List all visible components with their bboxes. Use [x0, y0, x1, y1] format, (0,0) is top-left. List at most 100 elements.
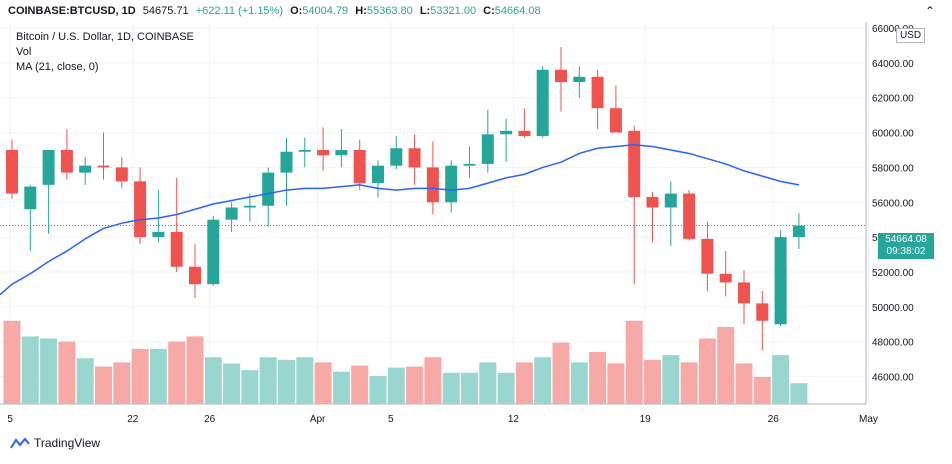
- volume-bar: [58, 341, 76, 404]
- low-value: 53321.00: [430, 5, 477, 17]
- candle-body: [408, 148, 421, 168]
- volume-bar: [644, 359, 661, 404]
- chevron-up-icon[interactable]: ⌃: [925, 4, 936, 18]
- volume-bar: [461, 372, 478, 404]
- volume-bar: [497, 372, 515, 404]
- candle-body: [225, 207, 238, 220]
- candle-body: [756, 303, 769, 321]
- volume-bar: [717, 327, 735, 404]
- candle-body: [481, 134, 494, 164]
- x-tick-label: Apr: [310, 414, 326, 425]
- volume-bar: [607, 363, 625, 404]
- badge-countdown: 09:38:02: [886, 246, 926, 257]
- badge-price: 54664.08: [885, 234, 927, 245]
- candle-body: [353, 149, 366, 184]
- y-tick-label: 62000.00: [872, 94, 914, 105]
- volume-bar: [534, 357, 552, 404]
- close-label: C:: [483, 5, 495, 17]
- volume-bar: [790, 383, 808, 404]
- last-price-badge: 54664.08 09:38:02: [878, 233, 934, 259]
- candle-body: [683, 193, 696, 239]
- volume-bar: [552, 342, 570, 404]
- volume-bar: [351, 365, 369, 404]
- candle-body: [463, 163, 476, 166]
- volume-bar: [21, 336, 39, 404]
- candle-body: [609, 108, 622, 133]
- candle-body: [60, 149, 73, 173]
- volume-bar: [442, 372, 460, 404]
- y-tick-label: 58000.00: [872, 163, 914, 174]
- candle-body: [243, 205, 256, 208]
- volume-bar: [314, 362, 332, 404]
- volume-bar: [735, 363, 753, 404]
- volume-bar: [387, 367, 405, 404]
- y-tick-label: 66000.00: [872, 24, 914, 35]
- footer: TradingView: [10, 436, 100, 450]
- candle-body: [536, 69, 549, 137]
- volume-bar: [149, 348, 167, 404]
- candle-body: [79, 165, 92, 173]
- candle-body: [664, 193, 677, 208]
- volume-bar: [369, 375, 387, 404]
- x-tick-label: 5: [388, 414, 394, 425]
- moving-average-line: [0, 143, 800, 296]
- high-label: H:: [355, 5, 367, 17]
- candle-body: [317, 149, 330, 156]
- candle-body: [298, 149, 311, 152]
- volume-bar: [95, 366, 112, 404]
- candle-body: [792, 225, 805, 238]
- volume-bar: [76, 358, 94, 404]
- last-price: 54675.71: [142, 5, 189, 17]
- chart-legend: Bitcoin / U.S. Dollar, 1D, COINBASE Vol …: [16, 30, 194, 75]
- candle-body: [719, 273, 732, 283]
- x-tick-label: 12: [508, 414, 520, 425]
- y-tick-label: 48000.00: [872, 338, 914, 349]
- x-tick-label: 5: [7, 414, 13, 425]
- volume-bar: [680, 362, 698, 404]
- chart-area[interactable]: 46000.0048000.0050000.0052000.0054000.00…: [0, 22, 952, 432]
- x-tick-label: 26: [204, 414, 216, 425]
- volume-bar: [3, 320, 21, 404]
- candle-body: [646, 197, 659, 208]
- volume-bar: [332, 371, 350, 404]
- symbol-header: COINBASE:BTCUSD, 1D 54675.71 +622.11 (+1…: [8, 5, 545, 17]
- candle-body: [445, 165, 458, 203]
- currency-label[interactable]: USD: [896, 28, 926, 43]
- brand-name: TradingView: [34, 436, 101, 450]
- volume-bar: [241, 370, 259, 404]
- volume-bar: [570, 362, 588, 404]
- candle-body: [42, 149, 55, 185]
- candle-body: [6, 149, 18, 194]
- volume-bar: [223, 363, 241, 404]
- volume-bar: [168, 341, 186, 404]
- candle-body: [426, 167, 439, 203]
- low-label: L:: [419, 5, 431, 17]
- legend-moving-average: MA (21, close, 0): [16, 61, 99, 73]
- volume-bar: [424, 357, 442, 404]
- candle-body: [701, 238, 714, 274]
- candle-body: [97, 165, 110, 168]
- volume-bar: [625, 320, 643, 404]
- y-tick-label: 56000.00: [872, 198, 914, 209]
- open-label: O:: [290, 5, 303, 17]
- y-tick-label: 52000.00: [872, 268, 914, 279]
- price-chart[interactable]: 46000.0048000.0050000.0052000.0054000.00…: [0, 22, 952, 432]
- open-value: 54004.79: [302, 5, 349, 17]
- volume-bar: [186, 336, 204, 404]
- volume-bar: [772, 355, 790, 404]
- x-tick-label: 26: [768, 414, 780, 425]
- y-tick-label: 60000.00: [872, 129, 914, 140]
- volume-bar: [113, 362, 131, 404]
- volume-bar: [259, 357, 277, 404]
- symbol-name: COINBASE:BTCUSD, 1D: [8, 5, 136, 17]
- volume-bar: [479, 362, 497, 404]
- candle-body: [170, 231, 183, 267]
- volume-bar: [662, 355, 680, 404]
- high-value: 55363.80: [366, 5, 413, 17]
- candle-body: [335, 149, 348, 156]
- legend-title: Bitcoin / U.S. Dollar, 1D, COINBASE: [16, 31, 194, 43]
- candle-body: [115, 167, 128, 182]
- legend-volume: Vol: [16, 46, 32, 58]
- candle-body: [738, 282, 750, 304]
- volume-bar: [698, 338, 716, 404]
